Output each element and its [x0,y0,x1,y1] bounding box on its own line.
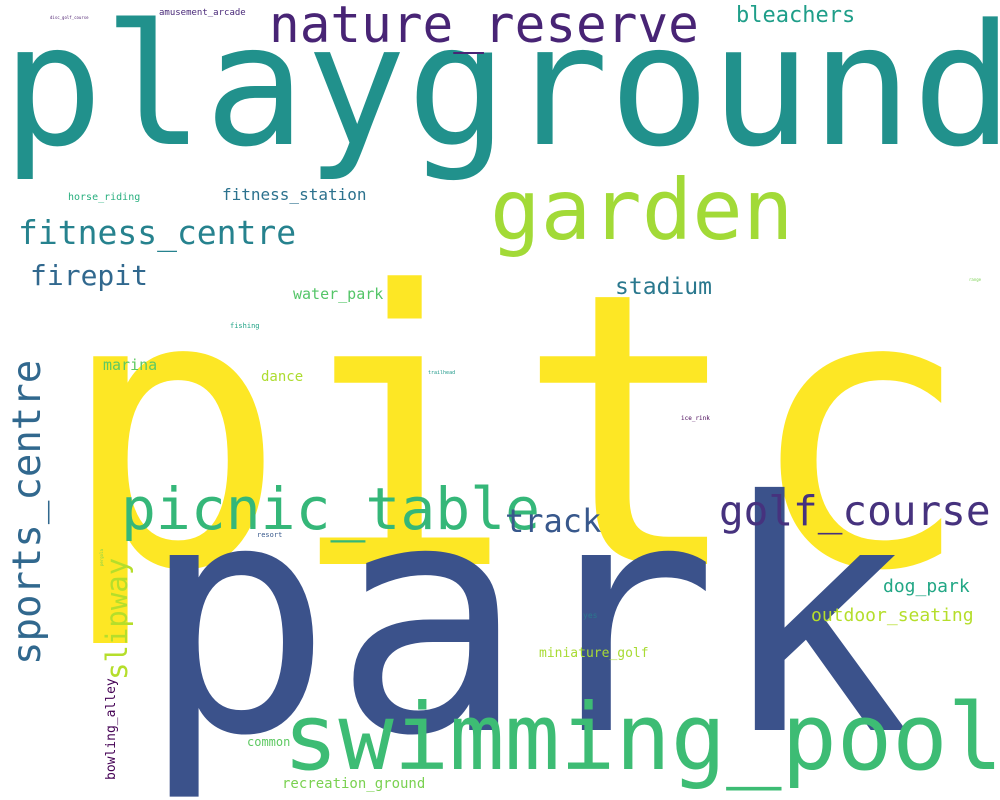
word-playground: playground [2,0,1000,184]
word-dog_park: dog_park [883,576,970,597]
word-range: range [969,277,982,282]
word-fishing: fishing [230,322,260,330]
word-water_park: water_park [293,285,384,303]
word-recreation_ground: recreation_ground [282,776,426,792]
word-slipway: slipway [100,557,134,680]
word-ice_rink: ice_rink [681,415,710,422]
word-resort: resort [257,531,283,539]
word-pitch: pitch [58,211,1000,654]
word-marina: marina [103,356,158,374]
word-disc_golf_course: disc_golf_course [50,15,89,20]
word-garden: garden [490,161,794,259]
word-sports_centre: sports_centre [5,359,50,665]
word-pergola: pergola [99,549,104,566]
word-swimming_pool: swimming_pool [283,684,1000,791]
word-fitness_station: fitness_station [222,185,367,204]
word-trailhead: trailhead [428,370,456,376]
word-amusement_arcade: amusement_arcade [159,8,246,18]
word-bleachers: bleachers [736,3,856,28]
word-golf_course: golf_course [719,487,991,535]
word-park: park [140,434,911,800]
word-outdoor_seating: outdoor_seating [811,605,974,626]
word-nature_reserve: nature_reserve [269,0,699,55]
word-horse_riding: horse_riding [68,192,141,203]
word-miniature_golf: miniature_golf [539,646,649,661]
word-yes: yes [583,611,598,620]
word-track: track [505,502,602,540]
word-bowling_alley: bowling_alley [104,678,119,780]
word-stadium: stadium [615,274,712,300]
word-dance: dance [261,369,304,385]
word-firepit: firepit [30,259,149,292]
word-fitness_centre: fitness_centre [18,213,297,252]
word-common: common [247,735,291,749]
word-picnic_table: picnic_table [121,475,541,543]
